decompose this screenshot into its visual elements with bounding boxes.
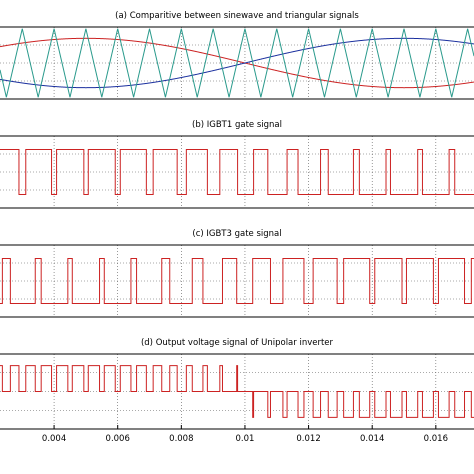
series-line-2 [0, 28, 474, 98]
panel-a: (a) Comparitive between sinewave and tri… [0, 11, 474, 100]
panel-c-frame [0, 244, 474, 318]
panel-a-title: (a) Comparitive between sinewave and tri… [115, 11, 359, 21]
panel-a-series [0, 28, 474, 98]
x-tick-label: 0.008 [169, 434, 193, 444]
series-line-0 [0, 149, 474, 195]
x-tick-label: 0.01 [235, 434, 254, 444]
panel-d-title: (d) Output voltage signal of Unipolar in… [141, 338, 334, 348]
panel-b-series [0, 149, 474, 195]
panel-d: (d) Output voltage signal of Unipolar in… [0, 338, 474, 444]
panel-b-title: (b) IGBT1 gate signal [192, 120, 282, 130]
panel-b-grid [0, 136, 474, 208]
series-line-0 [0, 258, 474, 304]
series-line-0 [0, 365, 474, 418]
panel-b-frame [0, 135, 474, 209]
x-tick-label: 0.004 [42, 434, 66, 444]
x-tick-label: 0.016 [424, 434, 448, 444]
panel-c-title: (c) IGBT3 gate signal [192, 229, 281, 239]
panel-d-frame [0, 353, 474, 430]
x-tick-label: 0.012 [296, 434, 320, 444]
panel-d-x-ticks: 0.004 0.006 0.008 0.01 0.012 0.014 0.016 [42, 425, 448, 444]
x-tick-label: 0.006 [106, 434, 130, 444]
panel-d-series [0, 365, 474, 418]
panel-c: (c) IGBT3 gate signal [0, 229, 474, 318]
panel-c-series [0, 258, 474, 304]
panel-a-frame [0, 26, 474, 100]
x-tick-label: 0.014 [360, 434, 384, 444]
panel-b: (b) IGBT1 gate signal [0, 120, 474, 209]
